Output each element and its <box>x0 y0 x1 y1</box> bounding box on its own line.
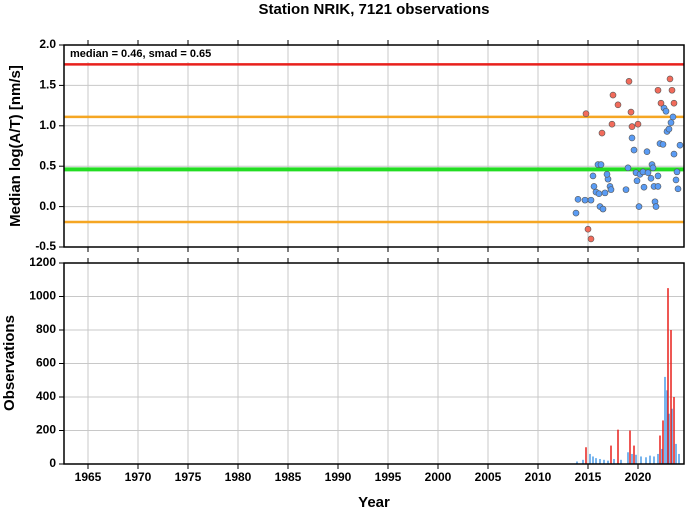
point <box>676 141 684 149</box>
point <box>665 125 673 133</box>
point <box>635 203 643 210</box>
y-tick-label: 0.5 <box>39 158 56 172</box>
point <box>649 164 657 172</box>
point <box>622 186 630 193</box>
point <box>669 113 677 121</box>
y-tick-label: 1.5 <box>39 78 56 92</box>
point <box>673 168 681 176</box>
plot-frame <box>63 44 685 248</box>
plot-frame <box>63 262 685 465</box>
point <box>659 141 667 148</box>
point <box>644 169 652 176</box>
point <box>672 176 680 184</box>
y-tick-label: 400 <box>36 389 56 403</box>
point <box>657 99 665 107</box>
x-tick-label: 2010 <box>525 470 552 484</box>
x-tick-label: 2000 <box>425 470 452 484</box>
point <box>599 205 607 213</box>
point <box>625 78 633 85</box>
point <box>607 186 615 193</box>
point <box>670 99 678 107</box>
point <box>630 146 638 154</box>
point <box>595 190 603 197</box>
point <box>581 196 589 204</box>
y-tick-label: 1.0 <box>39 118 56 132</box>
point <box>654 172 662 180</box>
point <box>624 164 632 172</box>
x-tick-label: 2005 <box>475 470 502 484</box>
point <box>654 86 662 94</box>
point <box>590 183 598 190</box>
point <box>609 91 617 99</box>
x-tick-label: 2020 <box>625 470 652 484</box>
x-tick-label: 1980 <box>225 470 252 484</box>
y-tick-label: 1000 <box>29 289 56 303</box>
x-tick-label: 1995 <box>375 470 402 484</box>
y-axis-label: Median log(A/T) [nm/s] <box>7 65 24 227</box>
point <box>662 107 670 115</box>
point <box>654 183 662 190</box>
point <box>603 170 611 178</box>
point <box>614 101 622 109</box>
point <box>627 108 635 116</box>
point <box>601 189 609 197</box>
point <box>598 129 606 137</box>
point <box>652 203 660 210</box>
x-tick-label: 1975 <box>175 470 202 484</box>
y-tick-label: 1200 <box>29 255 56 269</box>
point <box>608 120 616 128</box>
point <box>643 148 651 155</box>
point <box>587 196 595 204</box>
y-tick-label: 0.0 <box>39 199 56 213</box>
point <box>597 161 605 168</box>
y-tick-label: 200 <box>36 423 56 437</box>
point <box>633 177 641 185</box>
point <box>634 120 642 128</box>
x-axis-label: Year <box>358 494 390 511</box>
point <box>668 86 676 94</box>
point <box>587 235 595 243</box>
point <box>670 150 678 158</box>
x-tick-label: 2015 <box>575 470 602 484</box>
point <box>674 185 682 193</box>
y-axis-label: Observations <box>1 315 18 411</box>
chart-title: Station NRIK, 7121 observations <box>259 1 490 18</box>
point <box>628 134 636 142</box>
point <box>666 75 674 83</box>
x-tick-label: 1985 <box>275 470 302 484</box>
point <box>628 123 636 130</box>
annotation-box <box>65 46 237 62</box>
point <box>582 110 590 117</box>
point <box>647 175 655 182</box>
y-tick-label: 0 <box>49 456 56 470</box>
x-tick-label: 1970 <box>125 470 152 484</box>
point <box>572 209 580 217</box>
point <box>667 119 675 126</box>
point <box>574 196 582 203</box>
point <box>584 225 592 233</box>
point <box>640 183 648 191</box>
x-tick-label: 1990 <box>325 470 352 484</box>
y-tick-label: 800 <box>36 322 56 336</box>
y-tick-label: 2.0 <box>39 37 56 51</box>
y-tick-label: -0.5 <box>35 239 56 253</box>
point <box>589 172 597 180</box>
y-tick-label: 600 <box>36 356 56 370</box>
annotation: median = 0.46, smad = 0.65 <box>70 48 211 60</box>
x-tick-label: 1965 <box>75 470 102 484</box>
